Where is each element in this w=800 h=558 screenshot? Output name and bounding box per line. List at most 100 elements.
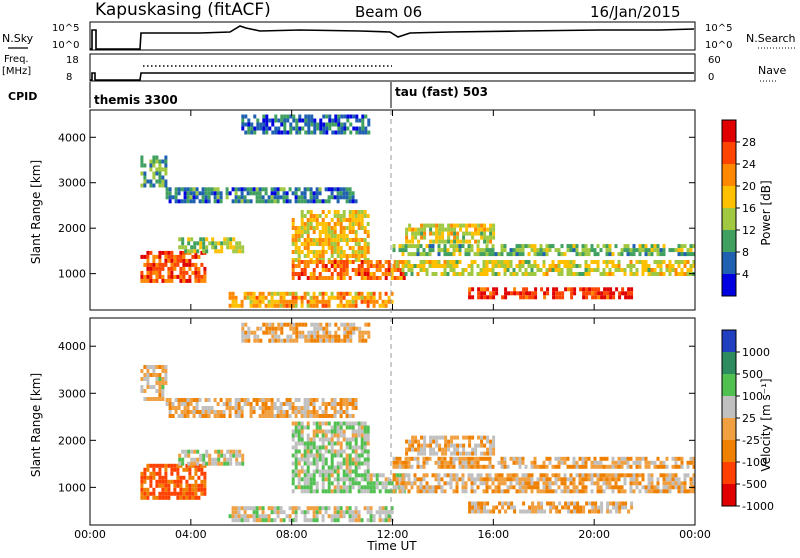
echo-cell-vel-5 [521,473,525,478]
echo-cell-power-5 [401,260,405,264]
echo-cell-vel-8 [552,505,556,510]
echo-cell-vel-4 [372,485,376,490]
echo-cell-power-11 [277,118,281,123]
echo-cell-power-11 [319,122,323,127]
echo-cell-power-0 [146,254,150,259]
echo-cell-vel-9 [369,506,373,511]
echo-cell-power-9 [357,295,361,300]
echo-cell-vel-11 [346,334,350,339]
echo-cell-vel-2 [282,414,286,418]
echo-cell-vel-8 [570,509,574,514]
echo-cell-vel-3 [303,457,307,462]
echo-cell-vel-11 [289,326,293,331]
echo-cell-vel-8 [471,509,475,514]
echo-cell-power-6 [599,248,603,253]
echo-cell-power-2 [165,187,169,192]
echo-cell-vel-3 [312,457,316,462]
echo-cell-vel-6 [686,460,690,465]
echo-cell-vel-4 [348,481,352,486]
echo-cell-power-5 [461,272,465,276]
echo-cell-power-9 [360,295,364,300]
echo-cell-power-6 [584,244,588,249]
echo-cell-vel-2 [168,410,172,414]
echo-cell-vel-2 [171,406,175,410]
echo-cell-power-6 [626,244,630,249]
echo-cell-vel-9 [249,506,253,511]
echo-cell-power-5 [638,260,642,264]
echo-cell-power-11 [304,130,308,135]
echo-cell-power-5 [692,264,696,268]
echo-cell-vel-9 [264,518,268,523]
echo-cell-vel-6 [449,460,453,465]
echo-cell-vel-5 [431,485,435,490]
echo-cell-vel-5 [521,481,525,486]
echo-cell-power-10 [152,163,156,168]
echo-cell-power-2 [267,199,271,204]
echo-cell-vel-2 [222,414,226,418]
echo-cell-vel-5 [404,481,408,486]
echo-cell-vel-11 [367,322,371,327]
echo-cell-vel-6 [665,456,669,461]
echo-cell-vel-7 [450,439,454,444]
echo-cell-power-0 [191,254,195,259]
echo-cell-vel-5 [503,489,507,494]
echo-cell-vel-6 [470,460,474,465]
echo-cell-vel-4 [303,489,307,494]
echo-cell-vel-4 [375,481,379,486]
echo-cell-power-9 [366,291,370,296]
echo-cell-vel-2 [219,398,223,402]
echo-cell-vel-2 [294,410,298,414]
echo-cell-vel-9 [246,506,250,511]
echo-cell-vel-2 [285,398,289,402]
echo-cell-power-6 [527,252,531,257]
echo-cell-power-0 [146,278,150,283]
echo-cell-vel-5 [506,477,510,482]
colorbar-segment [722,252,736,274]
echo-cell-power-11 [271,130,275,135]
echo-cell-power-0 [152,278,156,283]
echo-cell-vel-2 [309,402,313,406]
echo-cell-power-7 [468,223,472,228]
echo-cell-power-8 [468,295,472,300]
echo-cell-vel-6 [488,456,492,461]
echo-cell-power-9 [324,299,328,304]
echo-cell-vel-6 [680,456,684,461]
echo-cell-vel-6 [521,460,525,465]
echo-cell-power-9 [264,295,268,300]
echo-cell-vel-4 [360,477,364,482]
echo-cell-power-5 [593,260,597,264]
echo-cell-vel-11 [289,322,293,327]
echo-cell-power-11 [346,114,350,119]
echo-cell-vel-5 [485,485,489,490]
echo-cell-vel-10 [140,389,144,393]
echo-cell-power-5 [407,264,411,268]
echo-cell-vel-3 [351,425,355,430]
x-tick-label: 08:00 [276,528,308,541]
echo-cell-power-7 [453,227,457,232]
echo-cell-vel-9 [303,510,307,515]
echo-cell-power-11 [349,114,353,119]
echo-cell-power-3 [327,222,331,226]
echo-cell-power-3 [363,238,367,242]
echo-cell-power-11 [346,126,350,131]
echo-cell-vel-5 [470,489,474,494]
echo-cell-power-3 [363,250,367,254]
echo-cell-vel-4 [303,477,307,482]
echo-cell-vel-4 [306,489,310,494]
echo-cell-vel-5 [647,477,651,482]
echo-cell-vel-4 [390,489,394,494]
echo-cell-power-9 [288,303,292,308]
echo-cell-vel-2 [309,414,313,418]
echo-cell-vel-1 [214,461,218,466]
echo-cell-vel-0 [185,495,189,500]
echo-cell-power-6 [554,248,558,253]
echo-cell-vel-3 [297,429,301,434]
echo-cell-power-11 [274,130,278,135]
echo-cell-power-9 [273,303,277,308]
echo-cell-vel-9 [378,514,382,519]
echo-cell-vel-5 [689,477,693,482]
echo-cell-power-7 [477,231,481,236]
echo-cell-power-3 [321,238,325,242]
echo-cell-power-5 [635,268,639,272]
echo-cell-power-2 [324,187,328,192]
